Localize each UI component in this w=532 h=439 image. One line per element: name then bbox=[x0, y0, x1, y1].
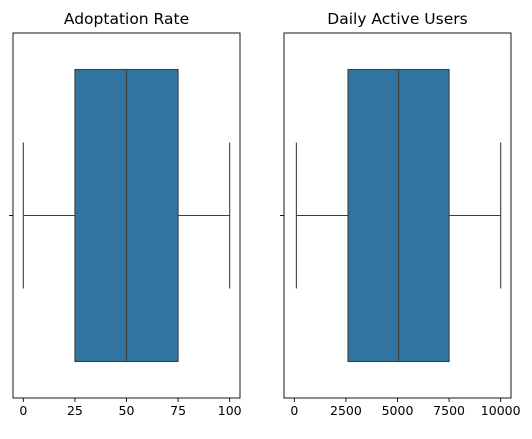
x-tick-label: 0 bbox=[290, 403, 298, 418]
x-tick-label: 75 bbox=[170, 403, 186, 418]
x-tick-label: 5000 bbox=[382, 403, 414, 418]
x-tick-label: 0 bbox=[19, 403, 27, 418]
chart-panel-2: Daily Active Users 0 2500 5000 7500 10000 bbox=[280, 10, 521, 418]
x-tick-label: 25 bbox=[67, 403, 83, 418]
x-tick-label: 10000 bbox=[481, 403, 521, 418]
x-tick-label: 2500 bbox=[330, 403, 362, 418]
chart-panel-1: Adoptation Rate 0 25 50 75 100 bbox=[9, 10, 242, 418]
x-tick-label: 50 bbox=[119, 403, 135, 418]
x-tick-label: 7500 bbox=[433, 403, 465, 418]
chart-title: Adoptation Rate bbox=[64, 10, 189, 28]
x-tick-label: 100 bbox=[218, 403, 242, 418]
chart-title: Daily Active Users bbox=[327, 10, 467, 28]
